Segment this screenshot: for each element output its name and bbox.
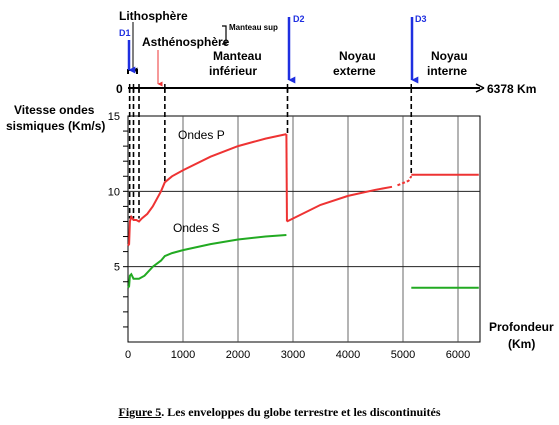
y-axis-ticks: 5 10 15	[108, 111, 128, 328]
x-axis-title: Profondeur (Km)	[489, 320, 554, 351]
y-tick-label: 5	[114, 262, 120, 274]
noyau-ext-label-1: Noyau	[339, 49, 376, 63]
y-tick-label: 10	[108, 186, 120, 198]
noyau-int-label-2: interne	[427, 64, 467, 78]
series-s-segment-0	[127, 234, 287, 289]
manteau-inf-label-2: inférieur	[209, 64, 257, 78]
plot-frame	[127, 115, 481, 343]
series-label-p: Ondes P	[178, 128, 225, 142]
earth-end-label: 6378 Km	[487, 82, 536, 96]
x-tick-label: 1000	[171, 349, 195, 361]
x-tick-label: 3000	[281, 349, 305, 361]
noyau-ext-label-2: externe	[333, 64, 376, 78]
asthenosphere-label: Asthénosphère	[142, 35, 230, 49]
earth-depth-arrow-tip2	[475, 87, 485, 93]
x-tick-label: 0	[125, 349, 131, 361]
x-tick-label: 5000	[391, 349, 415, 361]
figure: 0 6378 Km Lithosphère Asthénosphère Mant…	[6, 9, 554, 361]
vertical-gridlines	[182, 116, 459, 342]
manteau-sup-bracket	[222, 25, 227, 45]
lithosphere-label: Lithosphère	[119, 9, 188, 23]
earth-zero-label: 0	[116, 82, 123, 96]
lithosphere-bracket	[127, 69, 138, 74]
earth-structure-bar: 0 6378 Km Lithosphère Asthénosphère Mant…	[116, 9, 536, 96]
y-axis-title-line-2: sismiques (Km/s)	[6, 119, 105, 133]
discontinuity-label-D1: D1	[119, 28, 131, 38]
noyau-int-label-1: Noyau	[431, 49, 468, 63]
figure-caption: Figure 5. Les enveloppes du globe terres…	[0, 405, 559, 420]
manteau-inf-label-1: Manteau	[213, 49, 262, 63]
y-tick-label: 15	[108, 111, 120, 123]
series-p-drop-d2	[285, 134, 288, 222]
x-axis-title-line-1: Profondeur	[489, 320, 554, 334]
caption-text: . Les enveloppes du globe terrestre et l…	[161, 405, 441, 419]
caption-figure-number: Figure 5	[118, 405, 162, 419]
discontinuity-label-D3: D3	[415, 14, 427, 24]
series-p-segment-1	[286, 185, 393, 223]
discontinuity-label-D2: D2	[293, 14, 305, 24]
series-p-segment-2	[397, 175, 413, 187]
earth-depth-arrow-tip	[475, 83, 485, 89]
x-tick-label: 4000	[336, 349, 360, 361]
y-axis-title-line-1: Vitesse ondes	[14, 103, 95, 117]
manteau-sup-label: Manteau sup	[229, 23, 278, 32]
boundary-dashed-lines	[128, 88, 413, 219]
x-tick-label: 2000	[226, 349, 250, 361]
horizontal-gridlines	[128, 190, 480, 268]
series-lines	[127, 133, 479, 289]
x-tick-label: 6000	[446, 349, 470, 361]
series-label-s: Ondes S	[173, 221, 220, 235]
y-axis-title: Vitesse ondes sismiques (Km/s)	[6, 103, 105, 133]
x-axis-title-line-2: (Km)	[508, 337, 535, 351]
series-p-segment-0	[127, 133, 287, 247]
x-axis-ticks: 0 1000 2000 3000 4000 5000 6000	[125, 349, 470, 361]
